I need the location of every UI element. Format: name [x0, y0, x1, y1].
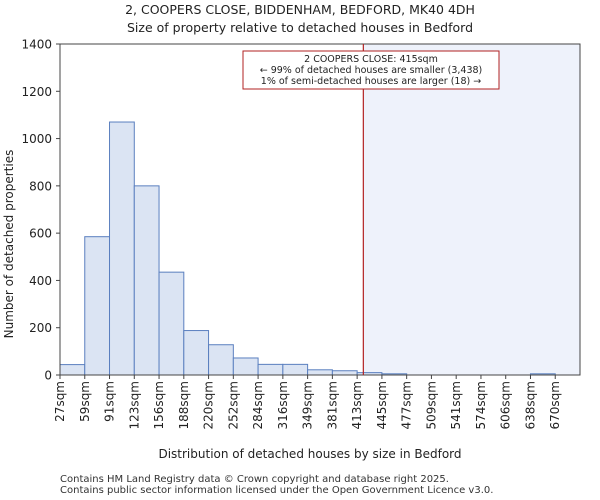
chart-title: 2, COOPERS CLOSE, BIDDENHAM, BEDFORD, MK… [125, 2, 475, 17]
x-tick-label: 670sqm [548, 381, 562, 429]
highlight-region [363, 44, 580, 375]
plot-frame [59, 43, 581, 376]
y-tick-label: 1000 [21, 132, 52, 146]
x-tick-label: 349sqm [301, 381, 315, 429]
y-tick-label: 1400 [21, 38, 52, 52]
histogram-bar [331, 370, 358, 376]
y-tick-label: 200 [29, 321, 52, 335]
chart-subtitle: Size of property relative to detached ho… [126, 20, 473, 35]
x-tick-label: 477sqm [400, 381, 414, 429]
annotation-box [242, 50, 500, 90]
x-tick-label: 445sqm [375, 381, 389, 429]
x-axis-label: Distribution of detached houses by size … [158, 447, 461, 461]
histogram-bar [232, 357, 259, 376]
y-axis-label: Number of detached properties [2, 150, 16, 339]
y-tick-label: 600 [29, 227, 52, 241]
histogram-bar [183, 330, 210, 376]
y-tick-label: 800 [29, 179, 52, 193]
annotation-line-3: 1% of semi-detached houses are larger (1… [261, 76, 481, 87]
histogram-bar [257, 363, 284, 376]
y-tick-label: 400 [29, 274, 52, 288]
footer-line-2: Contains public sector information licen… [60, 485, 494, 496]
x-tick-label: 606sqm [499, 381, 513, 429]
x-tick-label: 59sqm [78, 381, 92, 422]
x-tick-label: 220sqm [202, 381, 216, 429]
x-tick-label: 316sqm [276, 381, 290, 429]
histogram-bar [133, 185, 160, 376]
y-tick-label: 1200 [21, 85, 52, 99]
x-tick-label: 413sqm [350, 381, 364, 429]
x-tick-label: 509sqm [424, 381, 438, 429]
histogram-bar [158, 271, 185, 376]
histogram-bar [208, 344, 234, 376]
annotation-line-2: ← 99% of detached houses are smaller (3,… [260, 65, 483, 76]
x-tick-label: 638sqm [523, 381, 537, 429]
footer-line-1: Contains HM Land Registry data © Crown c… [60, 474, 449, 485]
x-tick-label: 574sqm [474, 381, 488, 429]
x-tick-label: 27sqm [53, 381, 67, 422]
histogram-bar [307, 369, 333, 376]
histogram-bar [109, 121, 135, 376]
x-tick-label: 123sqm [127, 381, 141, 429]
x-tick-label: 284sqm [251, 381, 265, 429]
histogram-bar [84, 236, 111, 376]
x-tick-label: 188sqm [177, 381, 191, 429]
x-tick-label: 156sqm [152, 381, 166, 429]
x-tick-label: 91sqm [103, 381, 117, 422]
annotation-line-1: 2 COOPERS CLOSE: 415sqm [304, 54, 438, 65]
x-tick-label: 381sqm [325, 381, 339, 429]
y-tick-label: 0 [44, 369, 52, 383]
histogram-bar [282, 363, 309, 376]
x-tick-label: 252sqm [226, 381, 240, 429]
histogram-bar [59, 364, 86, 376]
x-tick-label: 541sqm [449, 381, 463, 429]
